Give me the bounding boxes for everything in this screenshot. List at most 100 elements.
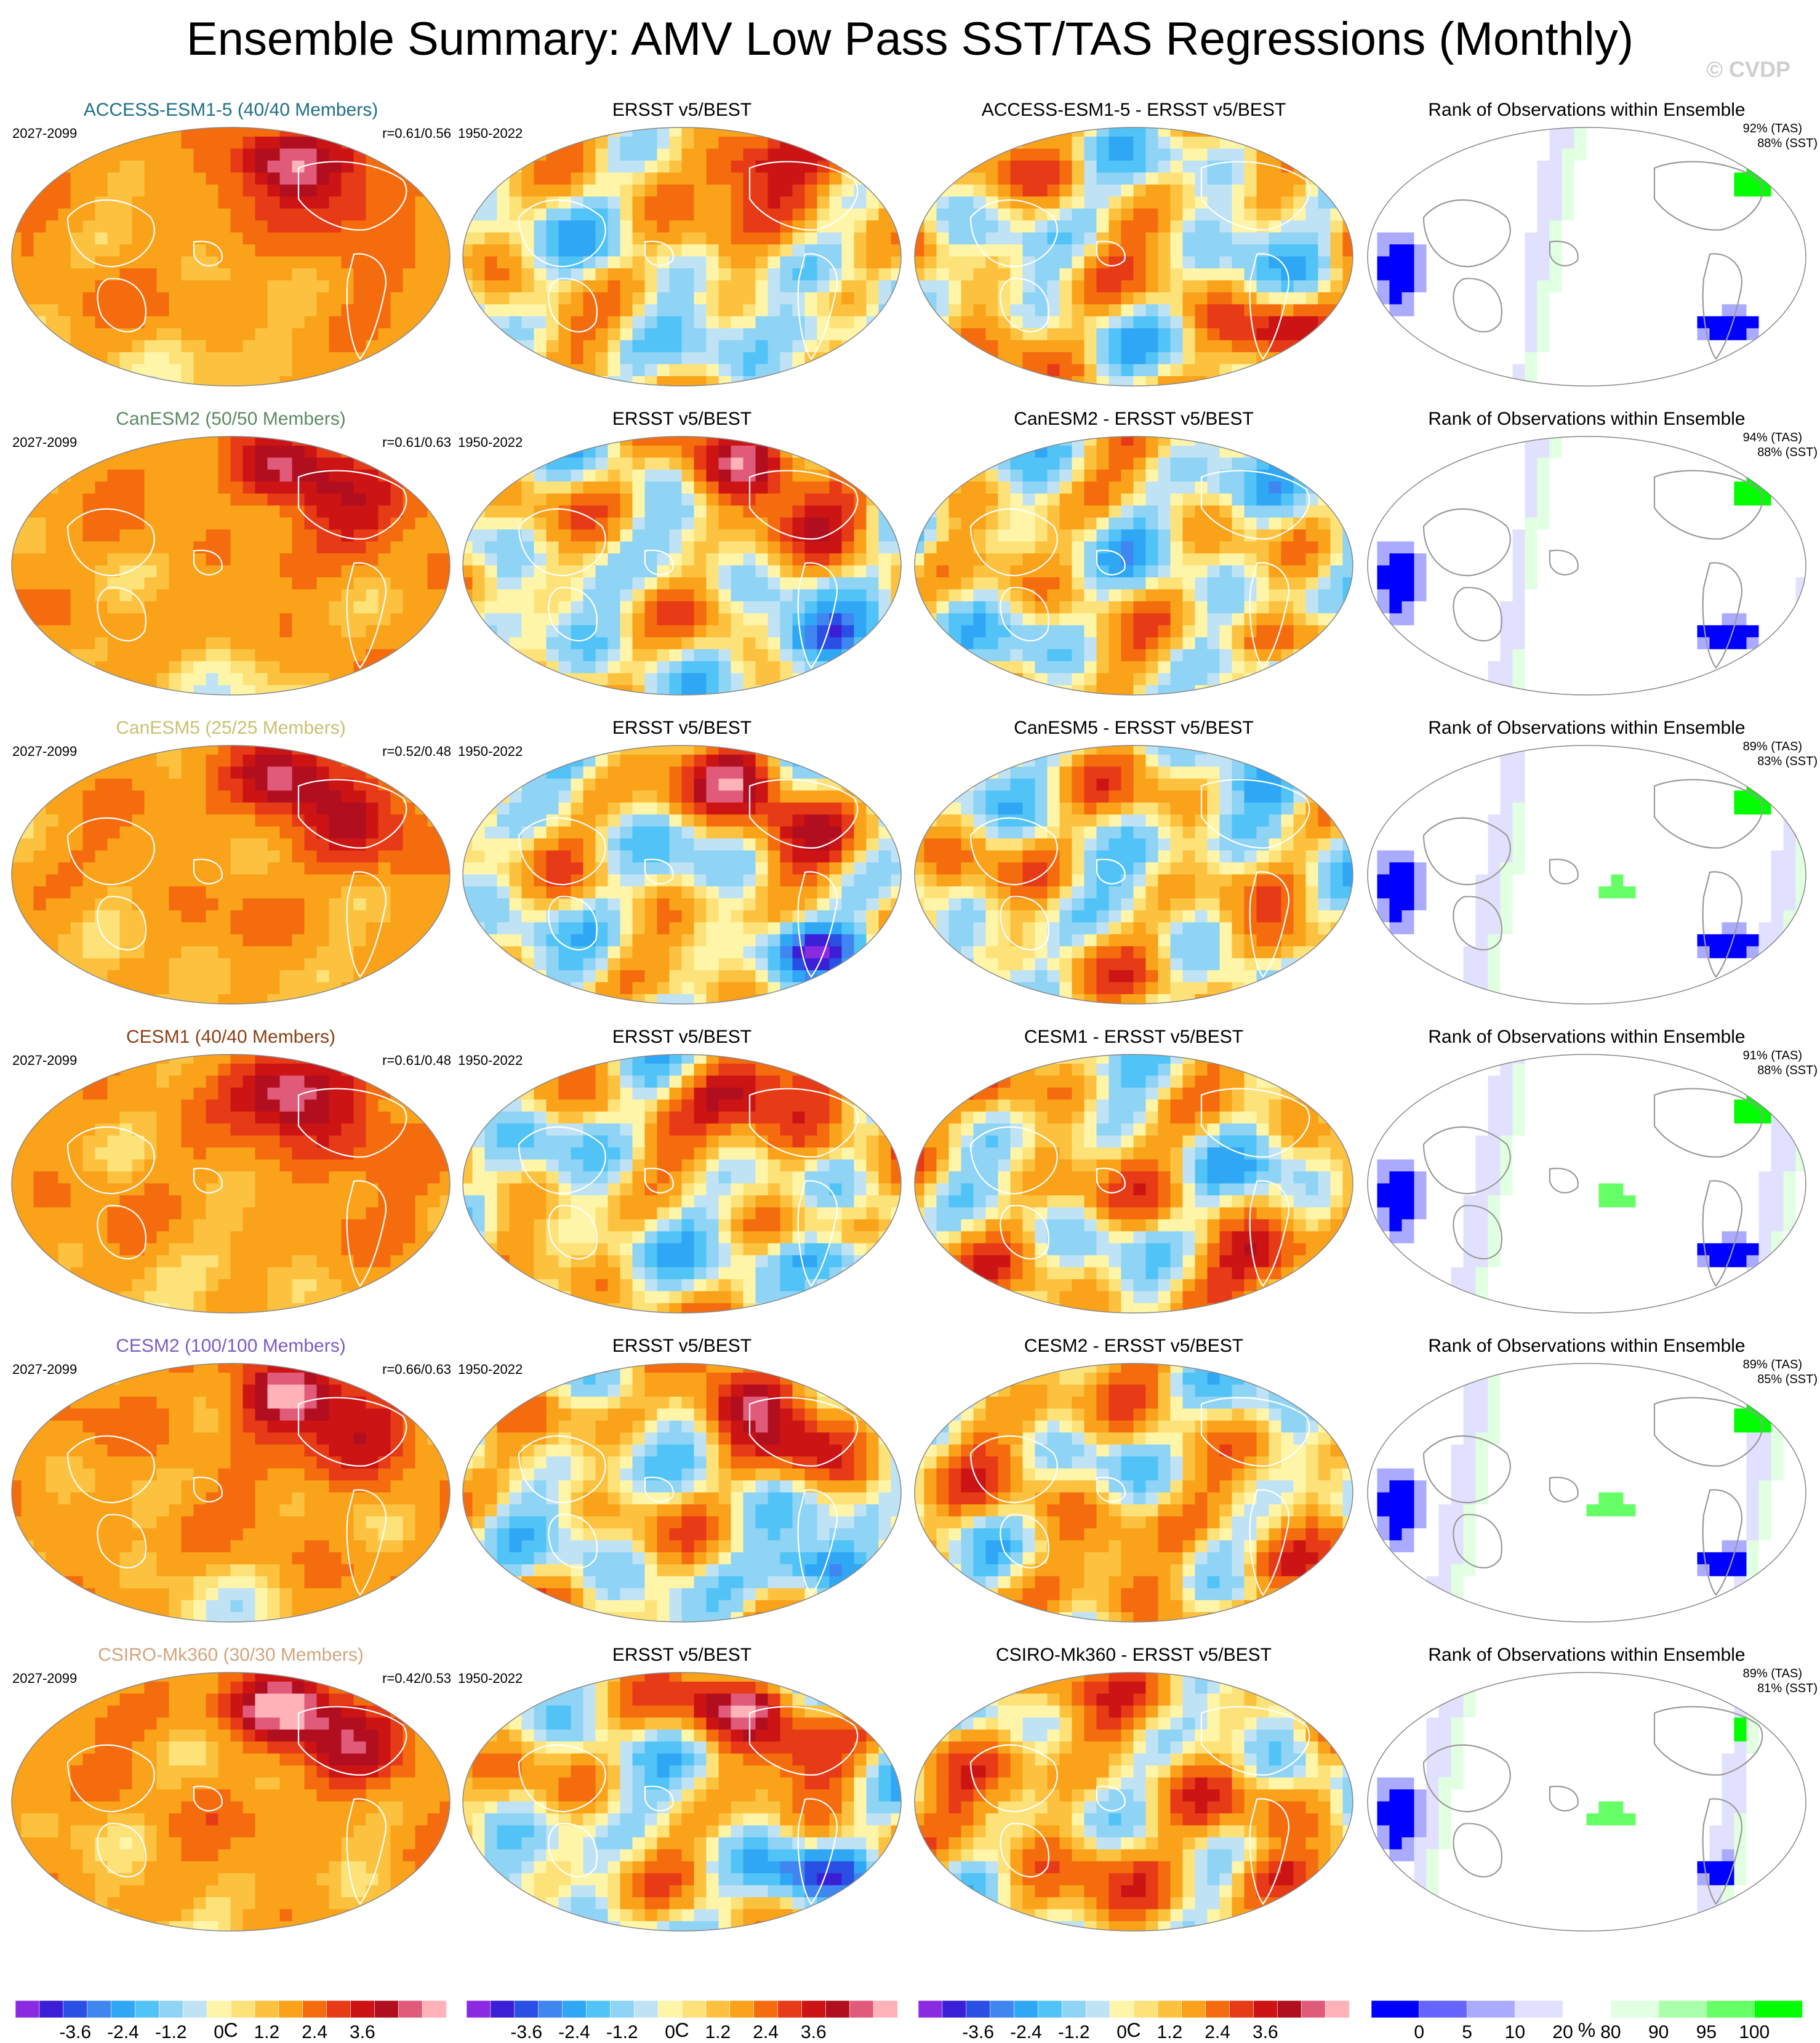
grid-cell	[1685, 292, 1698, 305]
grid-cell	[169, 518, 182, 530]
grid-cell	[694, 649, 707, 662]
grid-cell	[1796, 172, 1809, 185]
grid-cell	[1427, 125, 1440, 137]
grid-cell	[891, 257, 904, 269]
grid-cell	[1624, 316, 1637, 329]
grid-cell	[961, 172, 974, 185]
model-panel-title: ACCESS-ESM1-5 (40/40 Members)	[9, 99, 452, 121]
grid-cell	[1121, 220, 1134, 233]
grid-cell	[1771, 257, 1784, 269]
grid-cell	[534, 328, 547, 340]
grid-cell	[707, 209, 720, 221]
grid-cell	[657, 613, 670, 625]
grid-cell	[608, 220, 621, 233]
grid-cell	[95, 209, 108, 221]
grid-cell	[1195, 209, 1208, 221]
grid-cell	[744, 637, 756, 649]
grid-cell	[206, 566, 219, 578]
grid-cell	[1439, 376, 1452, 388]
grid-cell	[583, 529, 596, 542]
grid-cell	[22, 661, 34, 673]
grid-cell	[937, 364, 950, 377]
grid-cell	[937, 566, 950, 578]
grid-cell	[522, 257, 535, 269]
grid-cell	[1574, 268, 1587, 281]
grid-cell	[937, 376, 950, 388]
grid-cell	[805, 481, 818, 494]
grid-cell	[756, 352, 769, 364]
grid-cell	[1245, 125, 1257, 137]
grid-cell	[366, 505, 379, 518]
grid-cell	[1501, 220, 1513, 233]
grid-cell	[1796, 185, 1809, 197]
grid-cell	[34, 292, 47, 305]
grid-cell	[218, 457, 231, 470]
grid-cell	[805, 494, 818, 506]
grid-cell	[534, 542, 547, 554]
grid-cell	[22, 577, 34, 590]
grid-cell	[71, 613, 84, 625]
grid-cell	[391, 649, 404, 662]
grid-cell	[1171, 209, 1184, 221]
grid-cell	[1476, 233, 1489, 245]
grid-cell	[682, 649, 695, 662]
grid-cell	[731, 637, 744, 649]
grid-cell	[719, 529, 732, 542]
grid-cell	[145, 470, 158, 482]
grid-cell	[1476, 340, 1489, 353]
grid-cell	[1562, 209, 1575, 221]
grid-cell	[1710, 220, 1723, 233]
grid-cell	[1501, 316, 1513, 329]
grid-cell	[657, 518, 670, 530]
grid-cell	[1501, 352, 1513, 364]
grid-cell	[912, 364, 925, 377]
grid-cell	[1537, 352, 1550, 364]
grid-cell	[194, 577, 207, 590]
grid-cell	[1035, 304, 1048, 316]
grid-cell	[571, 637, 584, 649]
grid-cell	[1611, 220, 1624, 233]
grid-cell	[243, 316, 256, 329]
grid-cell	[194, 364, 207, 377]
grid-cell	[707, 257, 720, 269]
grid-cell	[1488, 376, 1501, 388]
grid-cell	[657, 304, 670, 316]
grid-cell	[912, 352, 925, 364]
grid-cell	[596, 577, 609, 590]
grid-cell	[428, 685, 441, 697]
grid-cell	[924, 661, 937, 673]
grid-cell	[132, 376, 145, 388]
grid-cell	[268, 292, 281, 305]
grid-cell	[522, 125, 535, 137]
grid-cell	[1072, 244, 1085, 257]
grid-cell	[206, 589, 219, 601]
grid-cell	[510, 649, 523, 662]
grid-cell	[1747, 233, 1760, 245]
grid-cell	[842, 268, 855, 281]
grid-cell	[1784, 196, 1797, 209]
grid-cell	[206, 352, 219, 364]
grid-cell	[805, 220, 818, 233]
grid-cell	[403, 137, 416, 149]
grid-cell	[391, 673, 404, 686]
grid-cell	[1501, 148, 1513, 161]
grid-cell	[1562, 364, 1575, 377]
grid-cell	[645, 185, 658, 197]
grid-cell	[1269, 125, 1282, 137]
grid-cell	[83, 316, 96, 329]
grid-cell	[854, 601, 867, 614]
grid-cell	[1747, 185, 1760, 197]
grid-cell	[1365, 257, 1378, 269]
map-field	[912, 434, 1356, 698]
grid-cell	[305, 673, 318, 686]
grid-cell	[657, 257, 670, 269]
grid-cell	[329, 125, 342, 137]
grid-cell	[1673, 185, 1686, 197]
grid-cell	[694, 280, 707, 292]
grid-cell	[58, 352, 71, 364]
grid-cell	[473, 529, 486, 542]
grid-cell	[707, 233, 720, 245]
grid-cell	[912, 566, 925, 578]
grid-cell	[231, 542, 244, 554]
grid-cell	[58, 661, 71, 673]
